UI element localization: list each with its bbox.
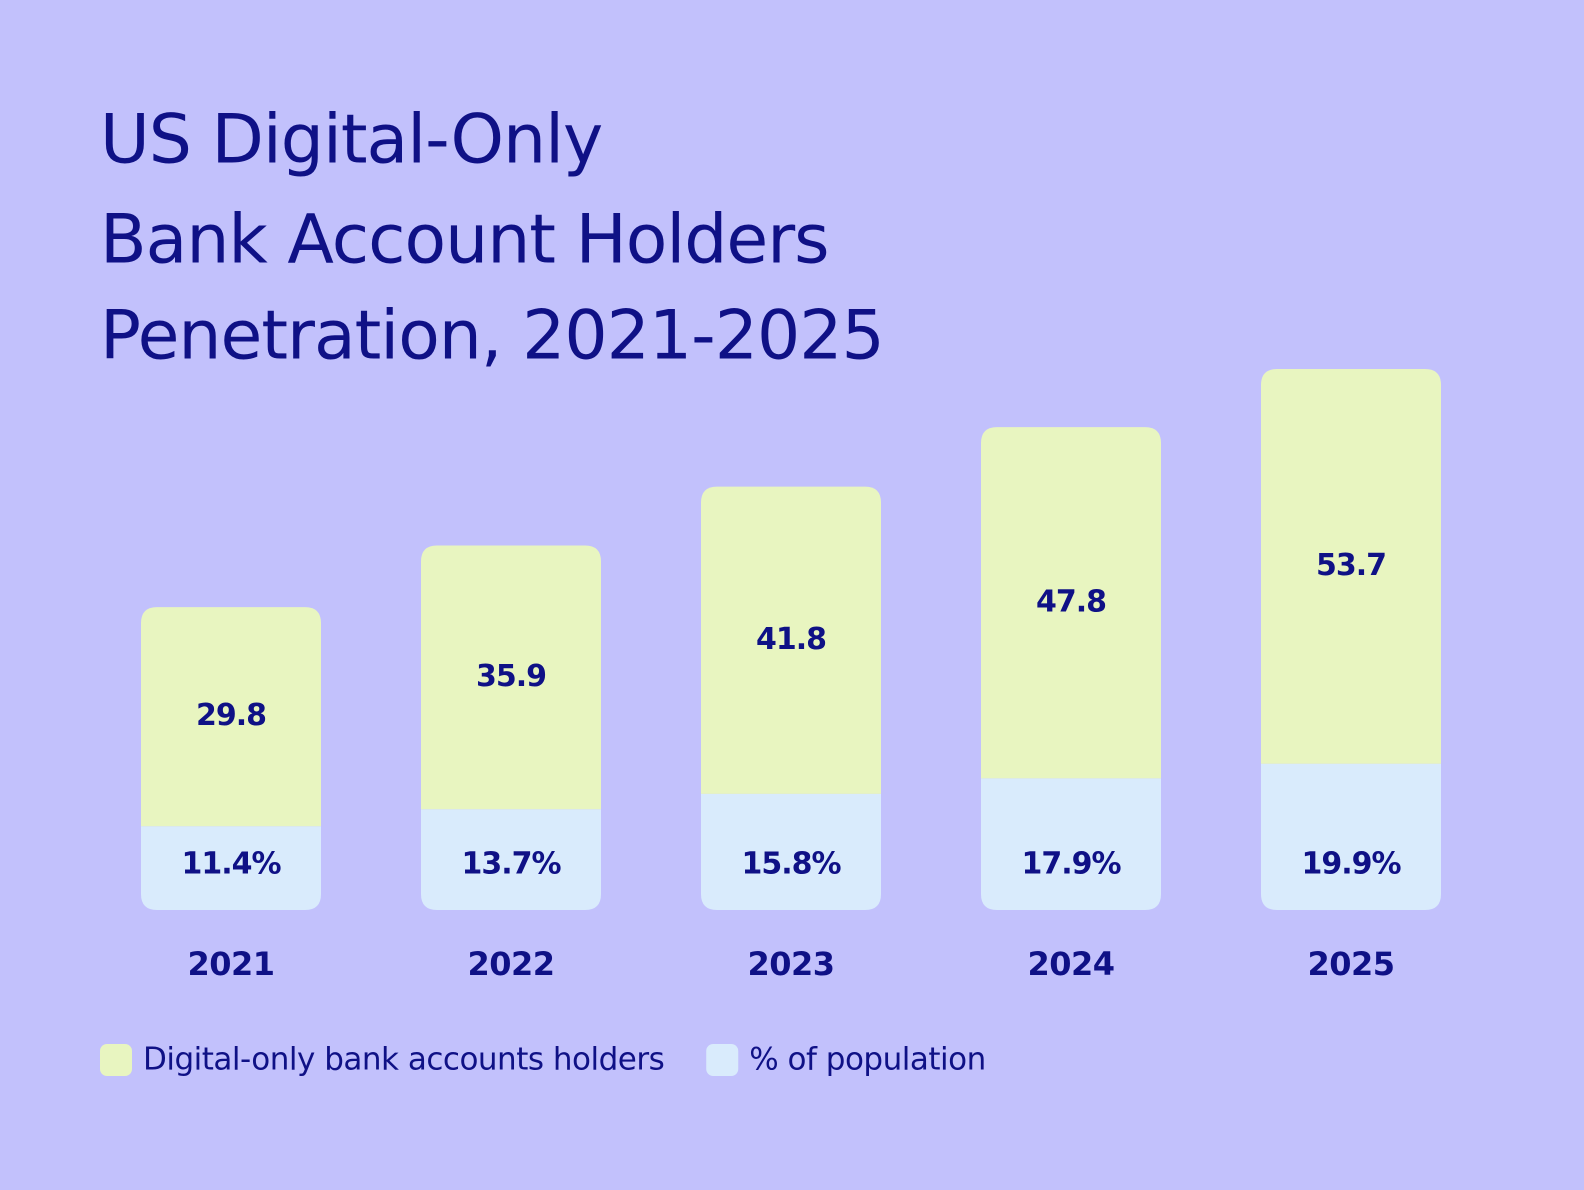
legend-label: % of population xyxy=(749,1042,986,1078)
x-tick-label: 2023 xyxy=(747,945,834,983)
bar-segment xyxy=(1261,763,1441,910)
x-tick-label: 2024 xyxy=(1027,945,1114,983)
legend-swatch xyxy=(100,1044,132,1076)
x-tick-label: 2022 xyxy=(467,945,554,983)
legend-label: Digital-only bank accounts holders xyxy=(143,1042,664,1078)
value-label: 35.9 xyxy=(476,659,546,694)
bar-segment xyxy=(981,778,1161,910)
bar-segment xyxy=(981,427,1161,779)
chart-title: US Digital-Only xyxy=(100,101,602,180)
chart-title: Bank Account Holders xyxy=(100,201,829,280)
value-label: 29.8 xyxy=(196,698,266,733)
value-label: 53.7 xyxy=(1316,548,1386,583)
value-label: 19.9% xyxy=(1301,847,1401,882)
value-label: 41.8 xyxy=(756,622,826,657)
value-label: 13.7% xyxy=(461,847,561,882)
value-label: 47.8 xyxy=(1036,584,1106,619)
value-label: 15.8% xyxy=(741,847,841,882)
x-tick-label: 2021 xyxy=(187,945,274,983)
x-tick-label: 2025 xyxy=(1307,945,1394,983)
bar-segment xyxy=(141,607,321,827)
value-label: 17.9% xyxy=(1021,847,1121,882)
bar-segment xyxy=(421,809,601,910)
bar-segment xyxy=(701,793,881,910)
bar-segment xyxy=(1261,369,1441,764)
bar-segment xyxy=(421,545,601,810)
chart-title: Penetration, 2021-2025 xyxy=(100,297,884,376)
bar-segment xyxy=(701,486,881,794)
value-label: 11.4% xyxy=(181,847,281,882)
legend-swatch xyxy=(706,1044,739,1076)
bar-segment xyxy=(141,826,321,910)
